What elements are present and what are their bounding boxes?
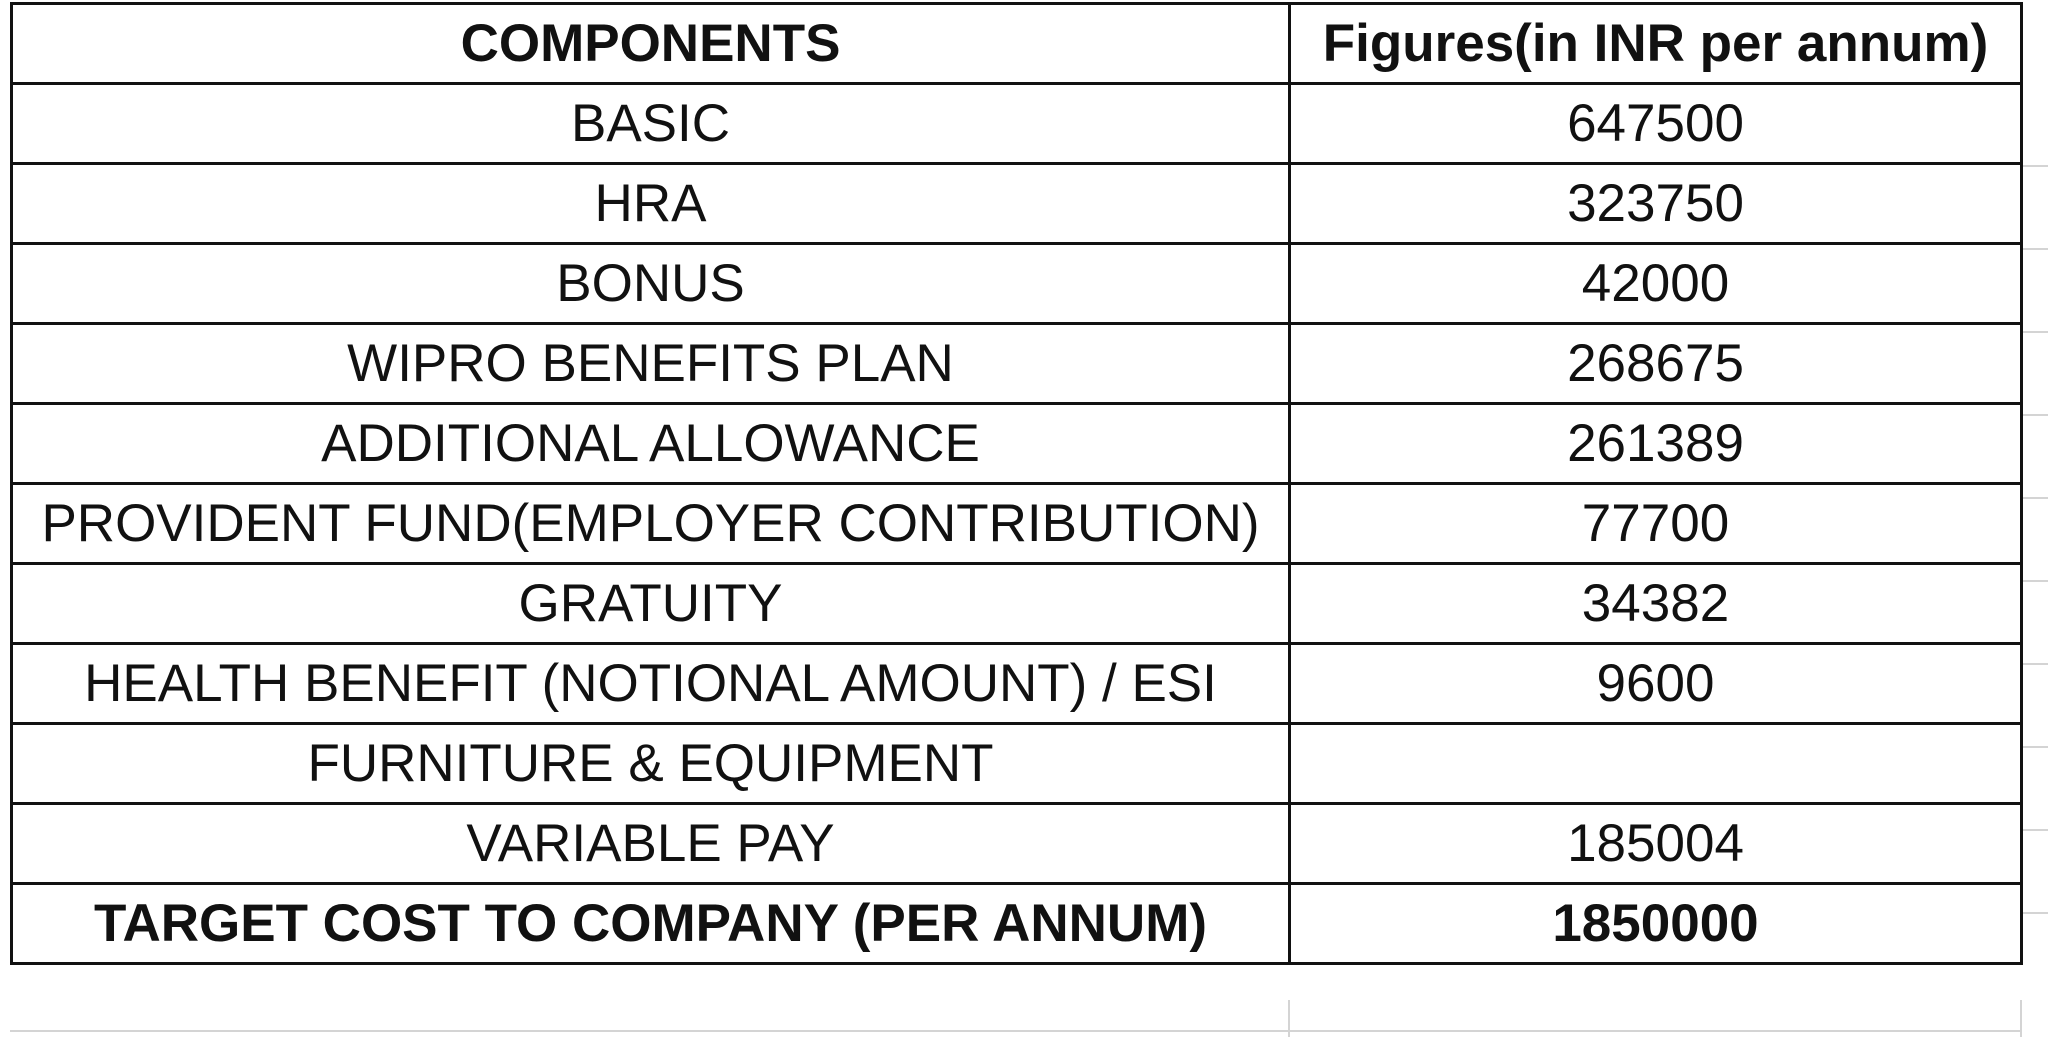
sheet-gridline xyxy=(2022,248,2048,250)
sheet-gridline xyxy=(2022,580,2048,582)
component-cell[interactable]: HEALTH BENEFIT (NOTIONAL AMOUNT) / ESI xyxy=(10,642,1291,725)
figure-cell[interactable]: 323750 xyxy=(1288,162,2023,245)
component-cell[interactable]: HRA xyxy=(10,162,1291,245)
header-row: COMPONENTS Figures(in INR per annum) xyxy=(10,2,2023,85)
sheet-gridline xyxy=(2022,912,2048,914)
figure-cell[interactable]: 261389 xyxy=(1288,402,2023,485)
component-cell[interactable]: ADDITIONAL ALLOWANCE xyxy=(10,402,1291,485)
sheet-gridline xyxy=(2022,331,2048,333)
figure-cell[interactable]: 647500 xyxy=(1288,82,2023,165)
table-row: BASIC 647500 xyxy=(10,82,2023,165)
sheet-gridline xyxy=(2022,829,2048,831)
sheet-gridline xyxy=(2022,497,2048,499)
figure-cell[interactable]: 185004 xyxy=(1288,802,2023,885)
components-header[interactable]: COMPONENTS xyxy=(10,2,1291,85)
table-row: WIPRO BENEFITS PLAN 268675 xyxy=(10,322,2023,405)
table-row: ADDITIONAL ALLOWANCE 261389 xyxy=(10,402,2023,485)
component-cell[interactable]: WIPRO BENEFITS PLAN xyxy=(10,322,1291,405)
sheet-gridline xyxy=(2022,165,2048,167)
sheet-gridline xyxy=(2022,663,2048,665)
table-row: GRATUITY 34382 xyxy=(10,562,2023,645)
table-row: HRA 323750 xyxy=(10,162,2023,245)
component-cell[interactable]: BASIC xyxy=(10,82,1291,165)
sheet-gridline xyxy=(10,1030,2020,1032)
figure-cell[interactable]: 34382 xyxy=(1288,562,2023,645)
component-cell[interactable]: FURNITURE & EQUIPMENT xyxy=(10,722,1291,805)
component-cell[interactable]: BONUS xyxy=(10,242,1291,325)
component-cell[interactable]: GRATUITY xyxy=(10,562,1291,645)
figure-cell[interactable]: 77700 xyxy=(1288,482,2023,565)
figures-header[interactable]: Figures(in INR per annum) xyxy=(1288,2,2023,85)
figure-cell[interactable]: 42000 xyxy=(1288,242,2023,325)
component-cell[interactable]: PROVIDENT FUND(EMPLOYER CONTRIBUTION) xyxy=(10,482,1291,565)
table-row: HEALTH BENEFIT (NOTIONAL AMOUNT) / ESI 9… xyxy=(10,642,2023,725)
table-row: FURNITURE & EQUIPMENT xyxy=(10,722,2023,805)
sheet-gridline xyxy=(2022,414,2048,416)
figure-cell[interactable]: 268675 xyxy=(1288,322,2023,405)
sheet-gridline xyxy=(1288,1000,1290,1037)
ctc-table: COMPONENTS Figures(in INR per annum) BAS… xyxy=(10,2,2023,965)
table-row: VARIABLE PAY 185004 xyxy=(10,802,2023,885)
figure-cell[interactable]: 9600 xyxy=(1288,642,2023,725)
table-row: PROVIDENT FUND(EMPLOYER CONTRIBUTION) 77… xyxy=(10,482,2023,565)
component-cell[interactable]: VARIABLE PAY xyxy=(10,802,1291,885)
total-row: TARGET COST TO COMPANY (PER ANNUM) 18500… xyxy=(10,882,2023,965)
total-label-cell[interactable]: TARGET COST TO COMPANY (PER ANNUM) xyxy=(10,882,1291,965)
table-row: BONUS 42000 xyxy=(10,242,2023,325)
figure-cell[interactable] xyxy=(1288,722,2023,805)
sheet-gridline xyxy=(2020,1000,2022,1037)
total-figure-cell[interactable]: 1850000 xyxy=(1288,882,2023,965)
sheet-gridline xyxy=(2022,746,2048,748)
